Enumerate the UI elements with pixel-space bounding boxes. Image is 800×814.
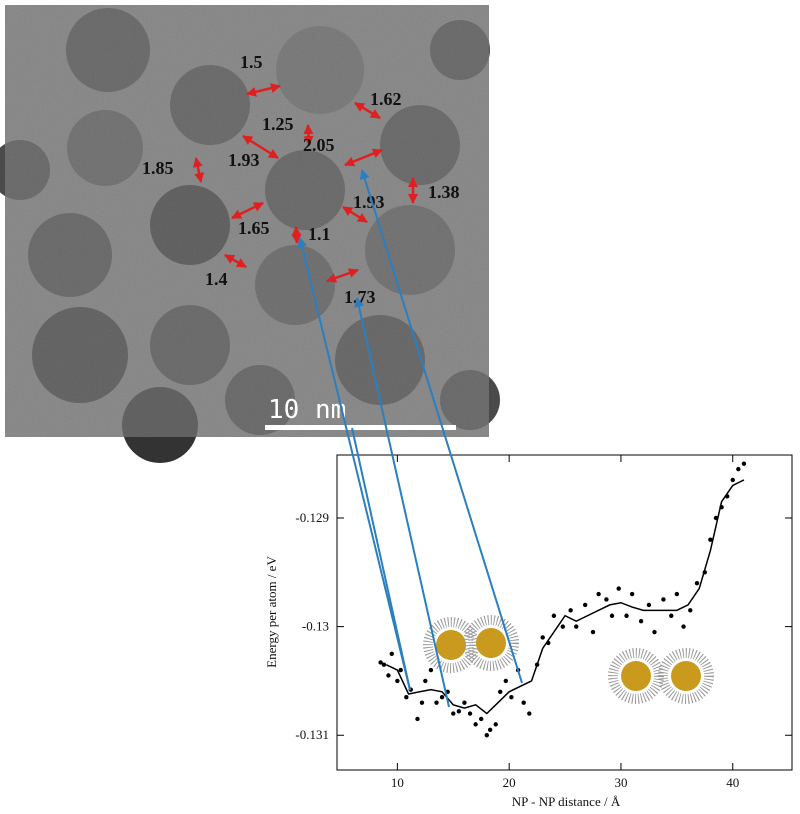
plot-frame <box>336 454 793 771</box>
spacing-label: 1.93 <box>353 192 385 212</box>
data-point <box>404 695 409 700</box>
x-axis-label: NP - NP distance / Å <box>512 794 621 809</box>
spacing-labels: 1.5 1.62 1.25 2.05 1.93 1.85 1.38 1.93 1… <box>142 52 460 307</box>
link-arrows <box>297 169 523 708</box>
data-point <box>568 608 573 613</box>
data-point <box>604 597 609 602</box>
data-point <box>456 709 462 714</box>
y-tick-label: -0.129 <box>295 510 329 525</box>
data-point <box>389 651 394 656</box>
data-point <box>652 629 657 635</box>
data-point <box>498 689 503 694</box>
spacing-label: 1.38 <box>428 182 460 202</box>
data-point <box>681 624 686 629</box>
data-point <box>428 667 434 673</box>
data-point <box>439 695 445 700</box>
spacing-label: 1.62 <box>370 89 402 109</box>
data-point <box>415 716 420 722</box>
data-point <box>434 700 439 705</box>
data-point <box>596 591 601 597</box>
spacing-label: 1.25 <box>262 114 294 134</box>
link-arrow <box>354 297 450 708</box>
plot: NP - NP distance / Å Energy per atom / e… <box>264 454 793 809</box>
spacing-label: 1.85 <box>142 158 174 178</box>
data-point <box>423 678 428 684</box>
x-tick-label: 20 <box>503 775 516 790</box>
data-point <box>398 667 403 673</box>
data-point <box>624 613 629 618</box>
link-arrow <box>297 237 411 691</box>
nanoparticle-insets <box>423 615 714 704</box>
spacing-label: 1.1 <box>308 224 331 244</box>
data-point <box>646 602 652 608</box>
nanoparticle <box>463 615 519 671</box>
data-point <box>736 466 741 472</box>
micrograph: 1.5 1.62 1.25 2.05 1.93 1.85 1.38 1.93 1… <box>0 5 500 463</box>
data-point <box>509 695 514 700</box>
x-tick-label: 10 <box>391 775 404 790</box>
data-point <box>395 678 400 684</box>
data-point <box>616 586 621 591</box>
data-point <box>378 660 383 665</box>
spacing-label: 1.4 <box>205 269 228 289</box>
scale-bar <box>265 425 456 430</box>
y-tick-label: -0.131 <box>295 727 329 742</box>
data-point <box>551 613 557 618</box>
data-point <box>381 662 387 667</box>
data-point <box>527 711 532 716</box>
data-point <box>629 591 635 597</box>
data-point <box>462 700 467 705</box>
data-point <box>479 716 484 722</box>
data-point <box>694 580 700 586</box>
scale-bar-label: 10 nm <box>268 395 346 425</box>
data-point <box>609 613 615 618</box>
nanoparticle <box>423 617 479 673</box>
x-tick-label: 40 <box>726 775 739 790</box>
x-tick-label: 30 <box>614 775 627 790</box>
data-point <box>467 711 473 716</box>
data-point <box>688 608 693 613</box>
y-axis-label: Energy per atom / eV <box>264 556 279 668</box>
link-arrow <box>351 427 411 691</box>
data-point <box>574 624 579 629</box>
link-arrow <box>359 169 523 684</box>
data-point <box>540 635 545 640</box>
data-point <box>419 700 425 705</box>
data-point <box>484 733 490 738</box>
data-point <box>487 727 493 733</box>
data-point <box>493 722 498 727</box>
data-point <box>521 700 526 705</box>
spacing-label: 1.65 <box>238 218 270 238</box>
spacing-label: 1.5 <box>240 52 263 72</box>
spacing-label: 1.93 <box>228 150 260 170</box>
data-point <box>590 629 596 635</box>
micrograph-texture <box>5 5 489 437</box>
data-point <box>661 597 666 602</box>
data-point <box>386 673 391 678</box>
data-point <box>638 618 644 624</box>
data-point <box>451 711 456 716</box>
spacing-label: 2.05 <box>303 135 335 155</box>
data-point <box>473 722 478 727</box>
y-tick-label: -0.13 <box>302 619 329 634</box>
data-point <box>503 678 509 684</box>
data-point <box>730 477 735 483</box>
data-point <box>674 591 680 597</box>
data-point <box>669 613 674 618</box>
data-point <box>560 624 566 629</box>
data-point <box>708 537 713 542</box>
data-point <box>582 602 588 608</box>
spacing-arrows <box>192 83 418 283</box>
nanoparticle <box>608 648 664 704</box>
spacing-label: 1.73 <box>344 287 376 307</box>
data-point <box>741 461 747 466</box>
nanoparticle <box>658 648 714 704</box>
